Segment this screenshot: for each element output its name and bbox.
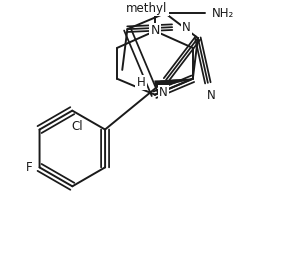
Text: methyl: methyl bbox=[126, 2, 168, 15]
Text: N: N bbox=[150, 25, 160, 37]
Text: NH₂: NH₂ bbox=[212, 7, 234, 20]
Text: N: N bbox=[206, 89, 215, 102]
Polygon shape bbox=[160, 79, 193, 87]
Text: F: F bbox=[26, 161, 33, 174]
Text: Cl: Cl bbox=[71, 120, 83, 133]
Polygon shape bbox=[155, 79, 193, 87]
Text: N: N bbox=[182, 21, 190, 34]
Text: H: H bbox=[137, 76, 145, 89]
Text: N: N bbox=[159, 86, 167, 99]
